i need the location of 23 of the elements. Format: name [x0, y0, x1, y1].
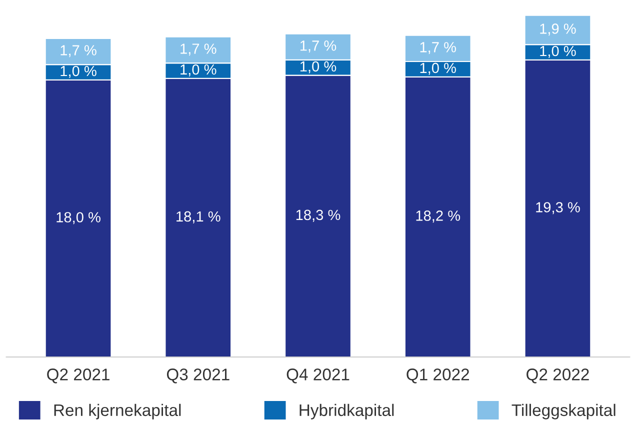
data-label: 1,9 % — [540, 24, 576, 36]
legend-label: Hybridkapital — [300, 404, 394, 420]
x-tick-label: Q2 2021 — [47, 368, 110, 384]
data-label: 1,0 % — [60, 66, 96, 78]
data-label: 18,3 % — [296, 210, 340, 222]
data-label: 1,7 % — [300, 40, 336, 53]
data-label: 18,0 % — [56, 212, 100, 224]
data-label: 18,1 % — [176, 211, 220, 224]
x-tick-label: Q4 2021 — [286, 368, 350, 384]
data-label: 1,7 % — [60, 45, 96, 58]
data-label: 1,0 % — [180, 64, 216, 76]
data-label: 1,0 % — [420, 62, 456, 75]
x-tick-label: Q2 2022 — [526, 368, 589, 384]
legend-label: Ren kjernekapital — [54, 404, 181, 420]
x-tick-label: Q1 2022 — [406, 368, 469, 384]
data-label: 1,0 % — [300, 61, 336, 74]
legend-label: Tilleggskapital — [512, 404, 616, 420]
data-label: 1,7 % — [420, 42, 456, 54]
data-label: 19,3 % — [536, 202, 580, 214]
data-label: 1,0 % — [540, 46, 576, 58]
x-tick-label: Q3 2021 — [166, 368, 230, 384]
data-label: 1,7 % — [180, 44, 216, 56]
data-label: 18,2 % — [416, 210, 460, 223]
